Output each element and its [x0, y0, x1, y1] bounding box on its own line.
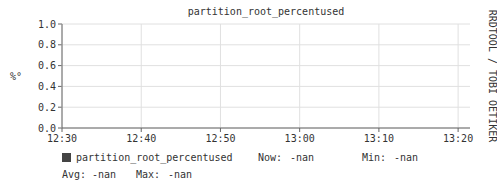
y-label: %° [10, 71, 22, 82]
legend-stat: -nan [290, 152, 314, 163]
grid-line [62, 24, 63, 128]
grid-line [62, 24, 470, 25]
tick-label: 13:10 [364, 133, 394, 144]
tick-label: 0.0 [38, 123, 56, 134]
tick-mark [58, 44, 62, 45]
tick-mark [141, 128, 142, 132]
tick-mark [62, 128, 63, 132]
tick-mark [299, 128, 300, 132]
legend-swatch [62, 153, 71, 162]
grid-line [220, 24, 221, 128]
grid-line [378, 24, 379, 128]
chart: partition_root_percentused 0.0 0.2 0.4 0.6 0.… [0, 0, 497, 187]
watermark: RRDTOOL / TOBI OETIKER [487, 10, 497, 143]
y-axis [62, 24, 63, 128]
tick-mark [58, 86, 62, 87]
tick-label: 13:20 [443, 133, 473, 144]
tick-label: 12:50 [205, 133, 235, 144]
legend-stat: Min: [362, 152, 386, 163]
grid-line [62, 65, 470, 66]
tick-mark [58, 65, 62, 66]
tick-label: 0.6 [38, 60, 56, 71]
tick-mark [458, 128, 459, 132]
tick-label: 1.0 [38, 19, 56, 30]
grid-line [62, 44, 470, 45]
grid-line [62, 107, 470, 108]
tick-label: 13:00 [285, 133, 315, 144]
x-axis [62, 128, 470, 129]
legend-stat: -nan [92, 169, 116, 180]
tick-label: 12:40 [126, 133, 156, 144]
title: partition_root_percentused [188, 6, 345, 18]
grid-line [299, 24, 300, 128]
tick-label: 0.4 [38, 81, 56, 92]
grid-line [458, 24, 459, 128]
legend-stat: Max: [136, 169, 160, 180]
tick-mark [58, 107, 62, 108]
legend-stat: Now: [258, 152, 282, 163]
legend-stat: Avg: [62, 169, 86, 180]
tick-label: 0.2 [38, 102, 56, 113]
tick-mark [58, 128, 62, 129]
legend-stat: -nan [394, 152, 418, 163]
tick-mark [58, 24, 62, 25]
legend-stat: -nan [168, 169, 192, 180]
tick-mark [220, 128, 221, 132]
tick-label: 0.8 [38, 39, 56, 50]
tick-mark [378, 128, 379, 132]
grid-line [62, 128, 470, 129]
grid-line [62, 86, 470, 87]
grid-line [141, 24, 142, 128]
tick-label: 12:30 [47, 133, 77, 144]
legend-label: partition_root_percentused [76, 152, 233, 164]
